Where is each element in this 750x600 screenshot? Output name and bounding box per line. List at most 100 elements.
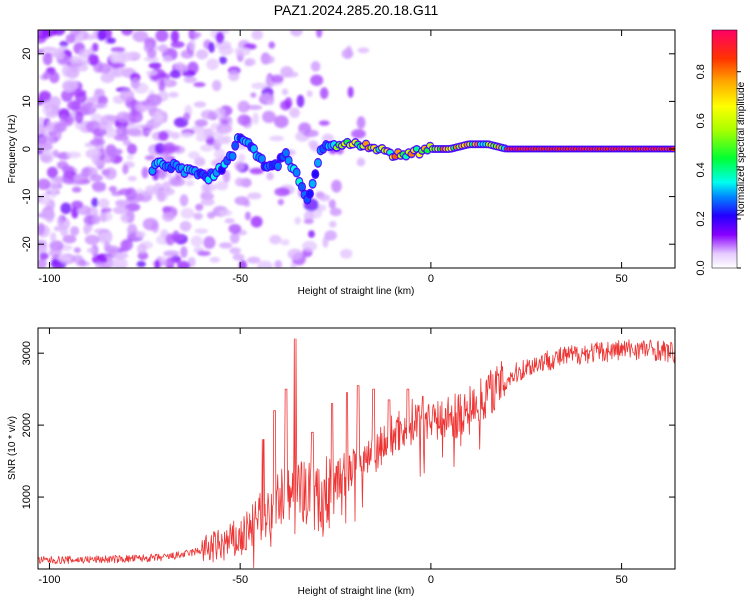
x-tick-label: 0: [428, 574, 434, 586]
spectrogram-y-label: Frequency (Hz): [7, 115, 18, 184]
noise-blob: [147, 48, 157, 59]
noise-blob: [42, 71, 50, 80]
noise-blob: [193, 212, 203, 220]
noise-blob: [62, 81, 79, 92]
noise-blob: [116, 111, 131, 123]
noise-blob: [179, 220, 192, 232]
snr-y-label: SNR (10 * v/v): [7, 416, 18, 480]
noise-blob: [49, 71, 60, 84]
noise-blob: [67, 100, 81, 111]
noise-blob: [219, 209, 233, 216]
noise-blob: [46, 166, 58, 179]
noise-blob: [180, 132, 194, 138]
noise-blob: [135, 230, 146, 239]
y-tick-label: 10: [21, 95, 33, 107]
ridge-core: [312, 170, 319, 178]
noise-blob: [40, 153, 54, 164]
noise-blob: [57, 255, 72, 262]
ridge-core: [229, 152, 236, 160]
noise-blob: [266, 172, 274, 181]
noise-blob: [191, 31, 202, 38]
noise-blob: [269, 135, 285, 142]
noise-blob: [237, 114, 251, 126]
noise-blob: [113, 134, 129, 141]
noise-blob: [125, 51, 141, 59]
noise-blob: [232, 253, 245, 261]
noise-blob: [38, 135, 54, 146]
noise-blob: [281, 88, 289, 96]
noise-blob: [215, 181, 229, 191]
colorbar-gradient: [711, 29, 738, 269]
noise-blob: [142, 189, 155, 196]
noise-blob: [262, 110, 276, 124]
noise-blob: [238, 259, 247, 268]
noise-blob: [206, 58, 219, 71]
ridge-core: [285, 157, 292, 165]
noise-blob: [91, 42, 99, 52]
noise-blob: [183, 112, 191, 121]
noise-blob: [59, 40, 69, 48]
noise-blob: [215, 31, 225, 44]
noise-blob: [179, 194, 189, 207]
noise-blob: [229, 232, 240, 244]
noise-blob: [234, 46, 251, 57]
snr-frame: [37, 327, 676, 570]
ridge-core: [282, 149, 289, 157]
noise-blob: [105, 231, 113, 242]
noise-blob: [310, 74, 324, 86]
noise-blob: [146, 101, 157, 113]
noise-blob: [170, 177, 186, 187]
noise-blob: [193, 82, 206, 88]
colorbar-tick-label: 0.8: [695, 64, 707, 79]
noise-blob: [351, 129, 366, 139]
noise-blob: [356, 116, 366, 129]
noise-blob: [250, 215, 263, 228]
noise-blob: [218, 56, 227, 65]
noise-blob: [99, 211, 113, 222]
noise-blob: [188, 39, 196, 51]
noise-blob: [180, 49, 194, 59]
noise-blob: [208, 42, 216, 53]
noise-blob: [195, 132, 208, 142]
noise-blob: [116, 126, 126, 137]
noise-blob: [244, 58, 256, 66]
snr-x-label: Height of straight line (km): [298, 586, 415, 597]
noise-blob: [356, 157, 366, 167]
noise-blob: [45, 112, 58, 119]
noise-blob: [197, 250, 211, 257]
noise-blob: [251, 30, 263, 40]
noise-blob: [180, 246, 188, 258]
noise-blob: [260, 55, 275, 64]
noise-blob: [38, 48, 45, 55]
noise-blob: [310, 61, 321, 72]
noise-blob: [155, 189, 169, 202]
noise-blob: [42, 52, 53, 66]
noise-blob: [285, 71, 299, 78]
noise-blob: [60, 202, 72, 215]
noise-blob: [203, 236, 216, 250]
ridge-core: [293, 169, 300, 177]
ridge-core: [314, 159, 321, 167]
noise-blob: [302, 240, 318, 252]
noise-blob: [165, 257, 175, 268]
noise-blob: [61, 64, 73, 78]
ridge-core: [232, 142, 239, 150]
noise-blob: [158, 85, 166, 92]
x-tick-label: 0: [428, 273, 434, 285]
noise-blob: [145, 121, 160, 130]
noise-blob: [39, 192, 51, 206]
noise-blob: [92, 128, 107, 137]
noise-blob: [38, 258, 47, 268]
noise-blob: [318, 120, 330, 126]
x-tick-label: -50: [232, 273, 248, 285]
noise-blob: [162, 211, 175, 222]
noise-blob: [221, 119, 229, 125]
noise-blob: [268, 41, 276, 49]
noise-blob: [142, 217, 159, 231]
ridge-core: [309, 180, 316, 188]
noise-blob: [212, 80, 222, 92]
ridge-core: [258, 155, 265, 163]
noise-blob: [71, 206, 79, 219]
noise-blob: [328, 199, 336, 209]
